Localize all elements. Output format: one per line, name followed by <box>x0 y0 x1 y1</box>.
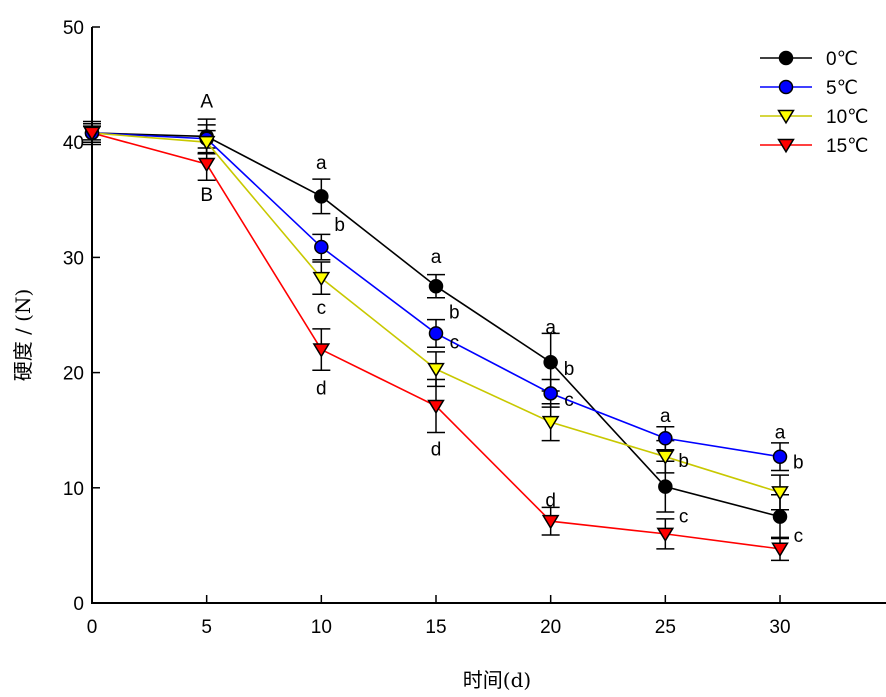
legend: 0℃ 5℃ 10℃ 15℃ <box>760 49 868 157</box>
y-tick-label: 30 <box>63 248 84 269</box>
y-tick-label: 50 <box>63 18 84 39</box>
data-point <box>771 486 789 501</box>
data-point <box>312 343 331 358</box>
y-tick-label: 20 <box>63 364 84 385</box>
data-point <box>656 450 675 465</box>
axes: 0 10 20 30 40 50 0 5 10 15 20 25 30 <box>63 18 886 638</box>
x-tick-label: 25 <box>655 617 676 638</box>
legend-label: 15℃ <box>826 136 868 157</box>
legend-item-1: 5℃ <box>760 78 858 99</box>
legend-item-0: 0℃ <box>760 49 858 70</box>
significance-label: d <box>316 379 327 400</box>
legend-marker <box>778 79 794 95</box>
y-tick-label: 10 <box>63 479 84 500</box>
significance-label: c <box>450 332 460 353</box>
significance-label: a <box>545 318 556 339</box>
legend-marker <box>777 138 795 154</box>
y-tick-label: 0 <box>73 594 84 615</box>
y-axis-title: 硬度 / (N) <box>11 289 35 382</box>
series-markers-1 <box>84 125 788 464</box>
legend-label: 10℃ <box>826 107 868 128</box>
x-tick-label: 15 <box>425 617 446 638</box>
data-point <box>543 354 558 370</box>
data-point <box>83 126 101 142</box>
data-point <box>543 386 558 401</box>
significance-label: b <box>793 452 804 473</box>
significance-label: d <box>431 440 442 461</box>
data-point <box>771 542 789 558</box>
data-point <box>197 157 216 173</box>
legend-item-2: 10℃ <box>760 107 868 128</box>
data-point <box>658 479 673 494</box>
significance-label: a <box>775 422 786 443</box>
data-point <box>541 415 560 431</box>
data-point <box>658 431 673 446</box>
significance-label: b <box>449 303 460 324</box>
significance-label: A <box>200 92 213 113</box>
significance-label: c <box>679 506 689 527</box>
series-layer <box>83 118 789 562</box>
data-point <box>312 271 331 287</box>
significance-label: a <box>431 247 442 268</box>
significance-label: B <box>200 185 213 206</box>
data-point <box>428 278 444 294</box>
x-axis-title: 时间(d) <box>463 668 531 692</box>
data-point <box>197 135 216 151</box>
data-point <box>541 514 560 530</box>
x-tick-label: 0 <box>87 617 98 638</box>
legend-marker <box>778 50 794 66</box>
significance-label: a <box>660 406 671 427</box>
legend-item-3: 15℃ <box>760 136 868 157</box>
x-tick-label: 5 <box>201 617 212 638</box>
significance-label: b <box>678 451 689 472</box>
data-point <box>428 326 444 341</box>
x-tick-label: 10 <box>311 617 332 638</box>
x-tick-label: 30 <box>769 617 790 638</box>
significance-label: c <box>317 298 327 319</box>
data-point <box>772 449 788 464</box>
series-markers-3 <box>83 126 789 558</box>
significance-label: b <box>564 359 575 380</box>
data-point <box>314 239 329 255</box>
significance-label: c <box>564 390 574 411</box>
x-tick-label: 20 <box>540 617 561 638</box>
significance-label: c <box>794 526 804 547</box>
legend-label: 5℃ <box>826 78 858 99</box>
data-point <box>427 399 445 415</box>
data-point <box>427 362 445 378</box>
data-point <box>772 509 788 524</box>
data-point <box>656 527 675 543</box>
legend-label: 0℃ <box>826 49 858 70</box>
series-line-2 <box>91 132 781 494</box>
y-tick-label: 40 <box>63 133 84 154</box>
significance-label: b <box>334 215 345 236</box>
legend-marker <box>777 109 795 125</box>
significance-label: d <box>545 490 556 511</box>
data-point <box>314 189 329 204</box>
significance-label: a <box>316 153 327 174</box>
